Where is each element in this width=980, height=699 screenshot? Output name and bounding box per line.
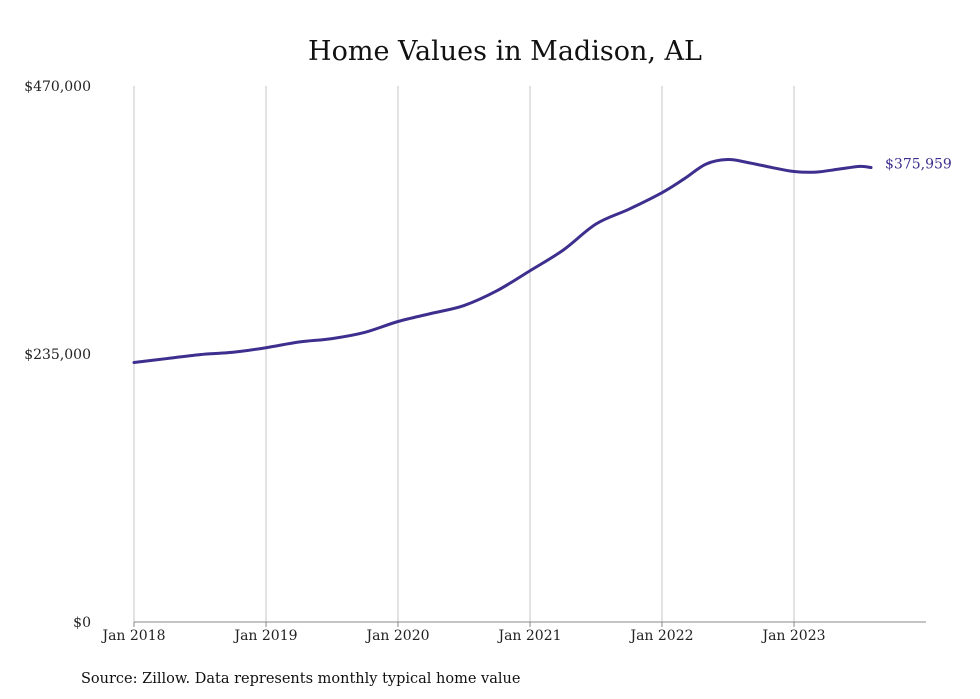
data-point-0-17 bbox=[683, 178, 685, 180]
data-point-0-25 bbox=[859, 165, 861, 167]
data-point-0-13 bbox=[562, 249, 564, 251]
x-tick-label-3: Jan 2021 bbox=[496, 628, 561, 644]
data-point-0-20 bbox=[749, 162, 751, 164]
data-point-0-14 bbox=[595, 223, 597, 225]
y-tick-label-0: $0 bbox=[73, 615, 91, 631]
axes bbox=[133, 621, 926, 627]
series-layer bbox=[132, 158, 873, 365]
data-point-0-19 bbox=[727, 158, 729, 161]
data-point-0-6 bbox=[331, 338, 333, 340]
data-point-0-21 bbox=[771, 166, 773, 169]
y-tick-label-1: $235,000 bbox=[24, 347, 91, 363]
data-point-0-0 bbox=[133, 361, 135, 364]
data-point-0-3 bbox=[232, 351, 234, 353]
source-note: Source: Zillow. Data represents monthly … bbox=[81, 671, 520, 687]
data-point-0-24 bbox=[837, 168, 839, 170]
data-point-0-7 bbox=[364, 331, 366, 333]
data-point-0-23 bbox=[815, 171, 817, 173]
x-tick-label-2: Jan 2020 bbox=[364, 628, 429, 644]
data-point-0-5 bbox=[298, 341, 300, 343]
data-point-0-12 bbox=[529, 270, 531, 272]
x-tick-label-1: Jan 2019 bbox=[232, 628, 297, 644]
data-point-0-1 bbox=[166, 357, 168, 360]
x-axis-labels: Jan 2018 Jan 2019 Jan 2020 Jan 2021 Jan 2022… bbox=[100, 628, 825, 644]
data-point-0-18 bbox=[705, 163, 707, 165]
x-tick-label-4: Jan 2022 bbox=[628, 628, 693, 644]
data-point-0-9 bbox=[430, 312, 432, 315]
data-point-0-4 bbox=[265, 347, 267, 349]
grid-lines bbox=[133, 86, 795, 622]
y-axis-labels: $0 $235,000 $470,000 bbox=[24, 79, 91, 631]
y-tick-label-2: $470,000 bbox=[24, 79, 91, 95]
data-point-0-16 bbox=[661, 192, 663, 194]
data-point-0-15 bbox=[628, 208, 630, 210]
x-tick-label-5: Jan 2023 bbox=[760, 628, 825, 644]
data-point-0-22 bbox=[793, 170, 795, 173]
chart-title: Home Values in Madison, AL bbox=[308, 36, 702, 67]
data-point-0-2 bbox=[199, 353, 201, 356]
end-value-label: $375,959 bbox=[885, 157, 952, 173]
x-tick-label-0: Jan 2018 bbox=[100, 628, 165, 644]
data-point-0-26 bbox=[870, 166, 872, 169]
data-point-0-8 bbox=[397, 320, 399, 323]
series-line-0 bbox=[132, 158, 873, 365]
data-point-0-10 bbox=[463, 304, 465, 307]
data-point-0-11 bbox=[496, 290, 498, 292]
